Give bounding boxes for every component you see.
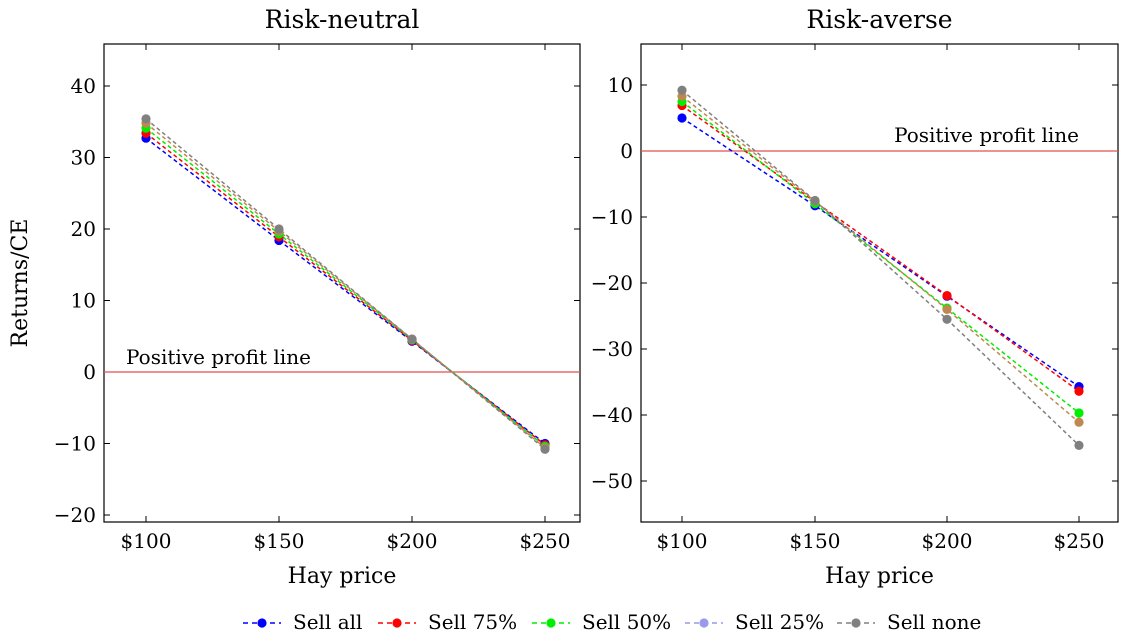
panel2-point-4-3 bbox=[1074, 440, 1084, 450]
panel2-xlabel: Hay price bbox=[825, 564, 934, 589]
panel2-ytick-label: −10 bbox=[591, 205, 633, 229]
panel2-point-2-3 bbox=[1074, 408, 1084, 418]
panel2-point-4-0 bbox=[677, 85, 687, 95]
panel2-positive-profit-label: Positive profit line bbox=[894, 123, 1079, 147]
panel2-xtick-label: $150 bbox=[790, 529, 841, 553]
panel1-title: Risk-neutral bbox=[265, 5, 420, 34]
panel1-ytick-label: 20 bbox=[71, 217, 96, 241]
panel1-axes-frame bbox=[103, 43, 581, 523]
panel2-series-line-3 bbox=[681, 95, 1080, 423]
panel1-xtick-label: $150 bbox=[254, 529, 305, 553]
panel1-series-line-4 bbox=[145, 118, 546, 450]
legend-label-0: Sell all bbox=[293, 610, 362, 634]
legend-swatch-marker-0 bbox=[257, 618, 267, 628]
legend-label-1: Sell 75% bbox=[428, 610, 517, 634]
panel1-xlabel: Hay price bbox=[288, 564, 397, 589]
panel2-series-line-1 bbox=[681, 104, 1080, 392]
panel1-ytick-label: 30 bbox=[71, 146, 96, 170]
legend-label-3: Sell 25% bbox=[735, 610, 824, 634]
panel2-series-line-4 bbox=[681, 89, 1080, 446]
legend-swatch-marker-2 bbox=[546, 618, 556, 628]
panel1-xtick-label: $250 bbox=[520, 529, 571, 553]
panel2-xtick-label: $200 bbox=[922, 529, 973, 553]
panel2-point-3-2 bbox=[942, 304, 952, 314]
panel2-xtick-label: $250 bbox=[1054, 529, 1105, 553]
panel2-ytick-label: −20 bbox=[591, 271, 633, 295]
panel1-point-4-3 bbox=[540, 444, 550, 454]
panel2-ytick-label: 0 bbox=[620, 139, 633, 163]
panel2-title: Risk-averse bbox=[806, 5, 952, 34]
panel2-ytick-label: −40 bbox=[591, 403, 633, 427]
panel1-xtick-label: $100 bbox=[121, 529, 172, 553]
legend-swatch-marker-1 bbox=[392, 618, 402, 628]
panel2-point-4-2 bbox=[942, 314, 952, 324]
legend-label-2: Sell 50% bbox=[582, 610, 671, 634]
panel1-positive-profit-label: Positive profit line bbox=[126, 345, 311, 369]
panel1-ytick-label: −20 bbox=[54, 503, 96, 527]
panel2-xtick-label: $100 bbox=[657, 529, 708, 553]
panel2-axes-frame bbox=[640, 43, 1119, 523]
legend-swatch-marker-3 bbox=[699, 618, 709, 628]
panel2-point-4-1 bbox=[810, 195, 820, 206]
panel2-point-1-3 bbox=[1074, 386, 1084, 396]
panel2-point-3-3 bbox=[1074, 417, 1084, 427]
panel2-series-line-2 bbox=[681, 100, 1080, 414]
panel2-ytick-label: 10 bbox=[608, 73, 633, 97]
panel2-ytick-label: −50 bbox=[591, 469, 633, 493]
legend-swatch-marker-4 bbox=[851, 618, 861, 628]
legend-label-4: Sell none bbox=[887, 610, 981, 634]
panel1-ytick-label: 0 bbox=[83, 360, 96, 384]
panel1-point-4-1 bbox=[274, 224, 284, 234]
panel2-series-line-0 bbox=[681, 117, 1080, 388]
panel1-point-4-2 bbox=[407, 334, 417, 344]
panel1-series-line-2 bbox=[145, 127, 546, 447]
panel1-ytick-label: 40 bbox=[71, 74, 96, 98]
panel2-point-0-0 bbox=[677, 113, 687, 123]
panel2-ytick-label: −30 bbox=[591, 337, 633, 361]
panel1-ytick-label: 10 bbox=[71, 289, 96, 313]
panel1-xtick-label: $200 bbox=[387, 529, 438, 553]
panel1-ylabel: Returns/CE bbox=[8, 219, 33, 348]
panel2-point-1-2 bbox=[942, 290, 952, 301]
panel1-series-line-3 bbox=[145, 122, 546, 449]
panel1-ytick-label: −10 bbox=[54, 432, 96, 456]
panel1-point-4-0 bbox=[141, 114, 151, 124]
